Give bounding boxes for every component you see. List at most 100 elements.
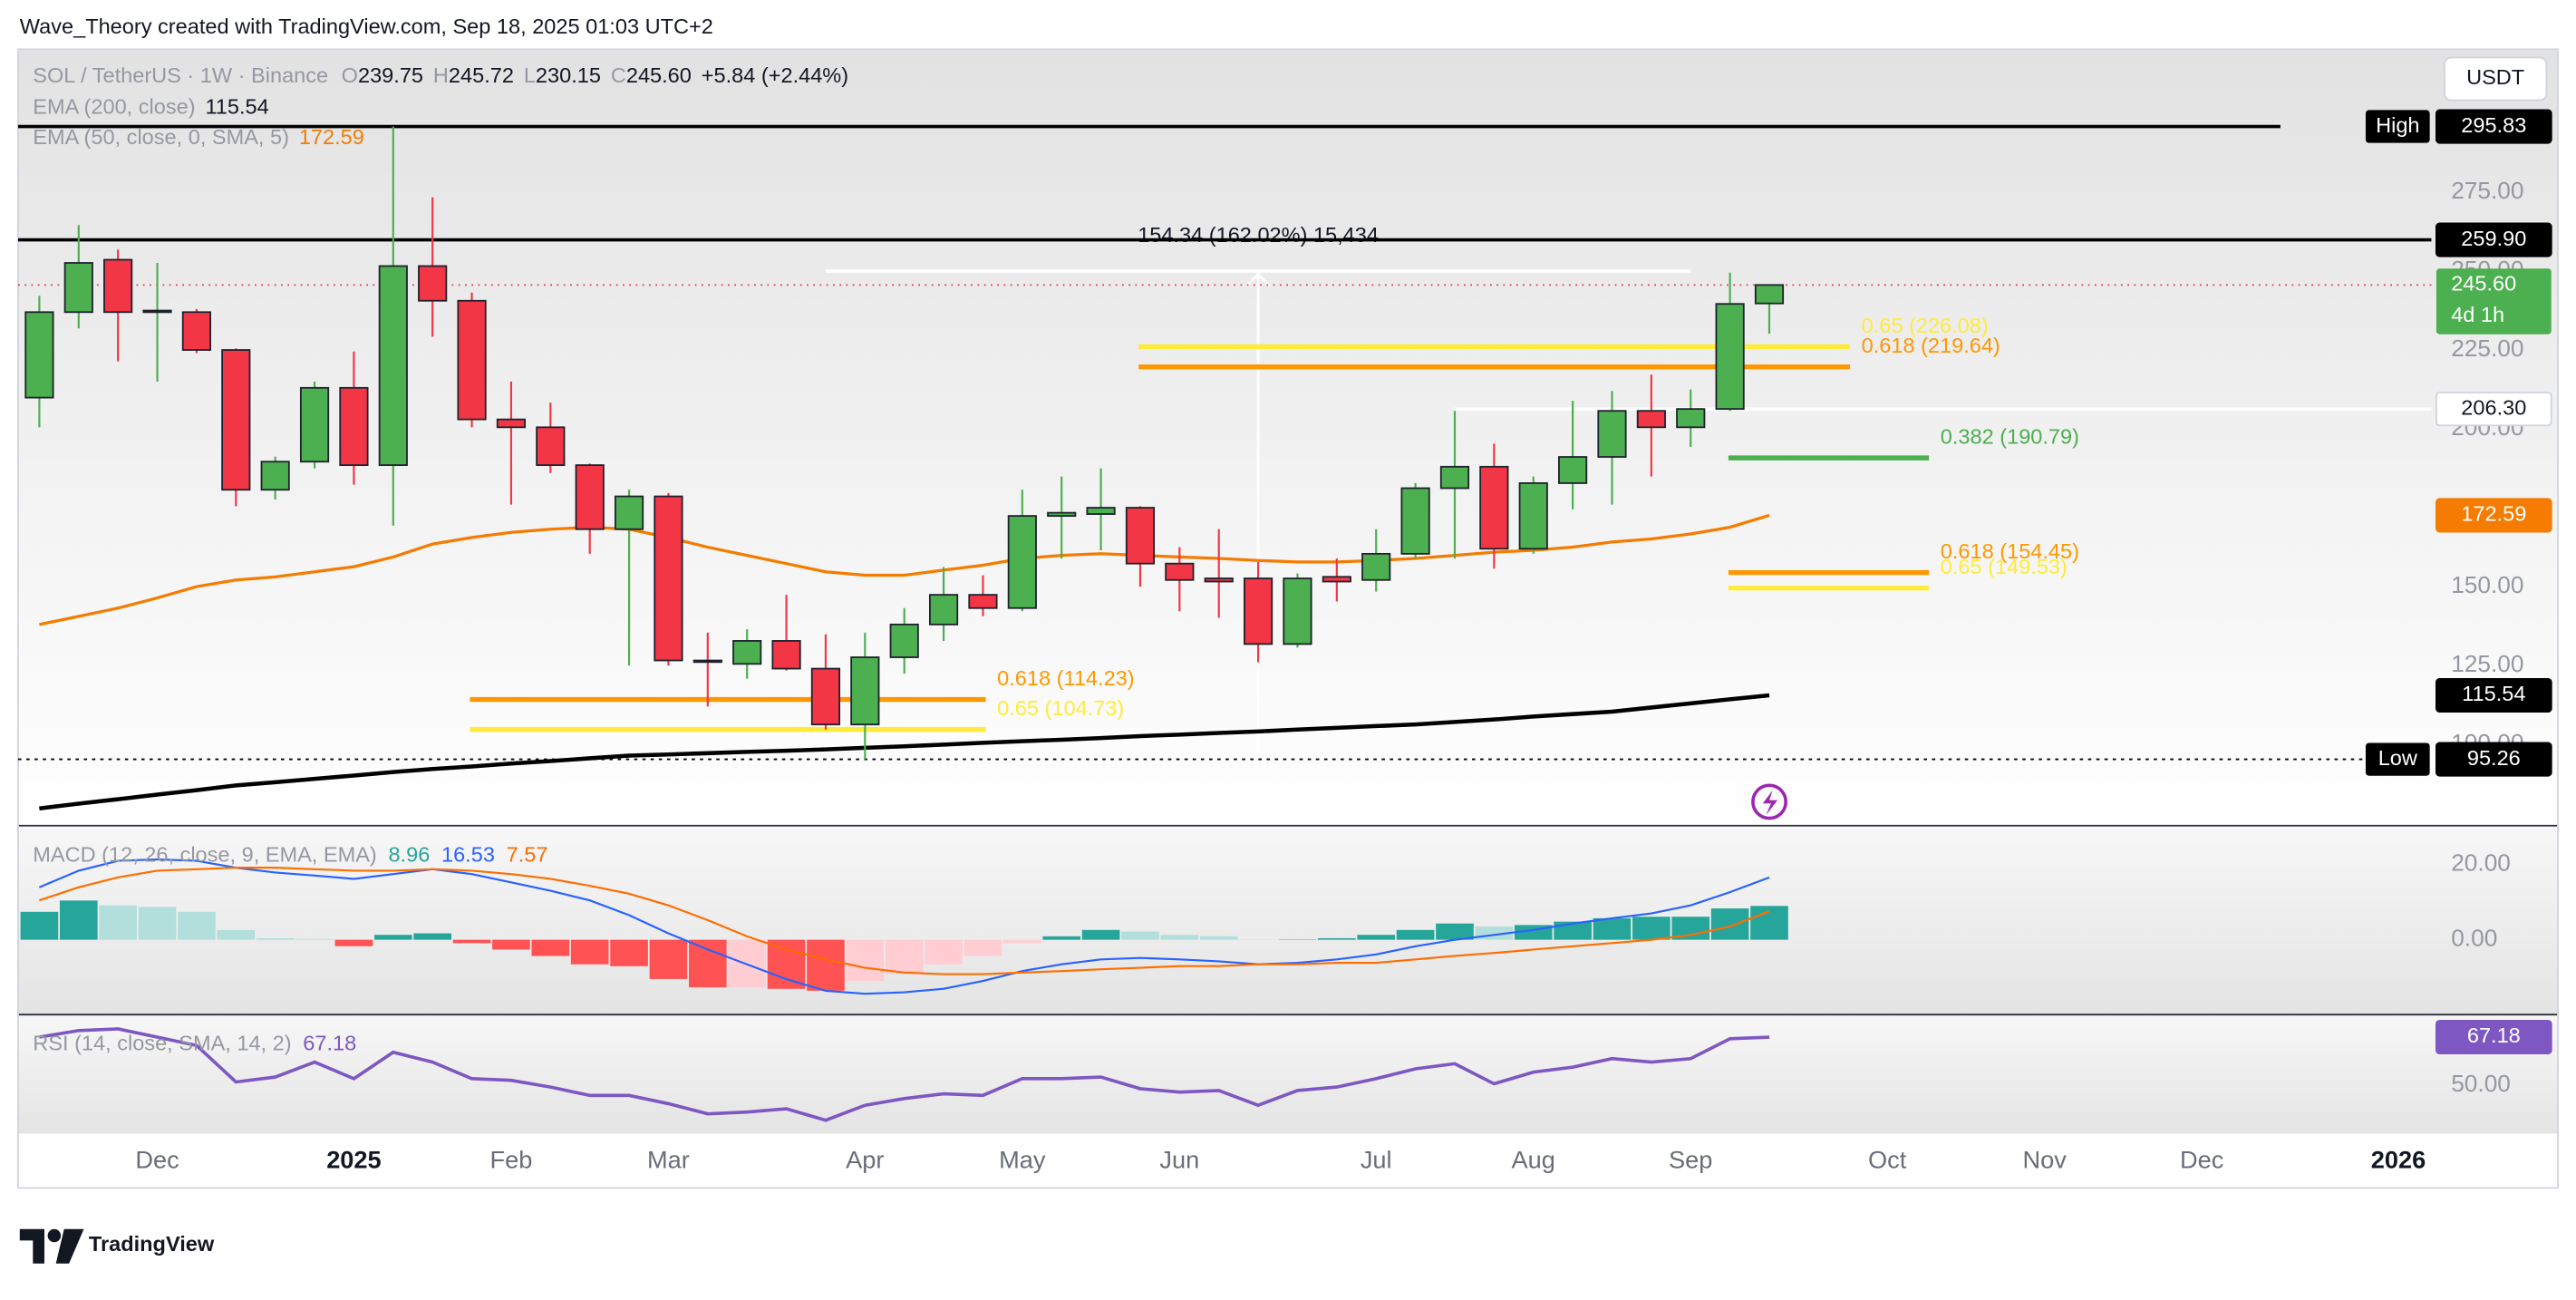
candle-body (378, 265, 408, 466)
macd-value: 8.96 (388, 842, 430, 866)
rsi-tag-bg (2435, 1019, 2552, 1055)
fib-label: 0.65 (104.73) (997, 696, 1124, 720)
histogram-bar (1160, 935, 1199, 940)
currency-button[interactable] (2444, 56, 2548, 102)
histogram-bar (1042, 936, 1081, 940)
macd-value: 7.57 (507, 842, 548, 866)
candle-body (103, 258, 133, 314)
ohlc-value: 230.15 (536, 63, 601, 87)
histogram-bar (99, 905, 137, 940)
histogram-bar (413, 933, 451, 940)
candle-body (418, 265, 448, 302)
histogram-bar (492, 939, 530, 950)
histogram-bar (964, 939, 1002, 956)
candle-body (928, 594, 959, 626)
event-icon[interactable] (1751, 783, 1787, 820)
macd-pane (17, 826, 2559, 1014)
ohlc-value: 245.72 (449, 63, 514, 87)
indicator-legend: EMA (50, close, 0, SMA, 5) 172.59 (33, 125, 364, 149)
histogram-bar (688, 939, 727, 988)
histogram-bar (334, 939, 373, 946)
candle-body (732, 640, 762, 665)
level-tag-bg (2435, 109, 2552, 144)
countdown: 4d 1h (2451, 303, 2504, 326)
y-tick-label: 150.00 (2451, 571, 2523, 598)
candle-body (692, 659, 722, 664)
x-tick-label: 2025 (326, 1146, 381, 1174)
histogram-bar (1396, 929, 1435, 940)
histogram-bar (1121, 931, 1159, 940)
candle-body (1361, 552, 1391, 581)
rsi-tag: 67.18 (2467, 1024, 2521, 1047)
candle-body (1479, 465, 1509, 550)
ema-tag: 115.54 (2462, 682, 2525, 705)
level-tag: 206.30 (2461, 395, 2526, 419)
histogram-bar (217, 929, 256, 940)
macd-line (38, 858, 1770, 995)
fib-label: 0.65 (226.08) (1862, 314, 1989, 337)
histogram-bar (1003, 939, 1041, 944)
y-tick-label: 225.00 (2451, 335, 2523, 362)
histogram-bar (531, 939, 570, 956)
level-side-tag: High (2376, 113, 2419, 137)
candle-body (889, 623, 919, 658)
candle-body (299, 386, 330, 463)
candle-body (654, 495, 683, 662)
x-tick-label: Mar (647, 1146, 690, 1174)
candle-body (260, 461, 290, 491)
level-tag-bg (2435, 392, 2552, 427)
histogram-bar (373, 935, 412, 940)
level-tag-bg (2435, 222, 2552, 257)
level-side-tag-bg (2365, 742, 2430, 776)
candle-body (1204, 577, 1234, 583)
indicator-legend: EMA (200, close) 115.54 (33, 95, 268, 119)
indicator-name: EMA (50, close, 0, SMA, 5) (33, 125, 289, 149)
ema-line (39, 693, 1770, 810)
histogram-bar (1318, 937, 1356, 940)
histogram-bar (925, 939, 963, 965)
fib-label: 0.618 (154.45) (1941, 539, 2079, 563)
histogram-bar (846, 939, 885, 982)
candle-body (496, 418, 527, 429)
logo-part (47, 1228, 62, 1243)
x-tick-label: Apr (846, 1146, 884, 1174)
histogram-bar (610, 939, 648, 966)
histogram-bar (256, 937, 295, 940)
indicator-value: 172.59 (299, 125, 364, 149)
signal-line (39, 867, 1770, 975)
level-side-tag-bg (2365, 110, 2430, 143)
indicator-value: 115.54 (205, 95, 268, 119)
macd-legend: MACD (12, 26, close, 9, EMA, EMA) 8.96 16.… (33, 842, 547, 866)
fib-label: 0.618 (219.64) (1862, 334, 2000, 357)
candle-body (1597, 410, 1627, 458)
histogram-bar (295, 938, 334, 940)
histogram-bar (570, 939, 609, 965)
candle-body (1676, 408, 1706, 429)
fib-label: 0.382 (190.79) (1941, 425, 2079, 449)
candle-body (1047, 511, 1077, 518)
logo-part (55, 1228, 84, 1264)
candle-body (1165, 562, 1195, 581)
level-tag-bg (2435, 742, 2552, 777)
histogram-bar (767, 939, 806, 989)
indicator-name: EMA (200, close) (33, 95, 195, 119)
rsi-legend: RSI (14, close, SMA, 14, 2) 67.18 (33, 1032, 356, 1055)
ohlc-letter: L (524, 63, 536, 87)
x-tick-label: Jul (1361, 1146, 1392, 1174)
candle-body (1322, 576, 1351, 583)
ohlc-value: 239.75 (358, 63, 423, 87)
currency-label: USDT (2466, 65, 2524, 89)
level-side-tag: Low (2378, 746, 2418, 770)
plot-layer: 100.00125.00150.00200.00225.00250.00275.… (17, 63, 2552, 1174)
event-icon-bolt (1762, 790, 1778, 815)
candle-body (1558, 456, 1588, 484)
histogram-bar (1750, 906, 1788, 940)
brand-logo (19, 1228, 84, 1264)
time-axis (17, 1133, 2559, 1188)
level-tag: 259.90 (2461, 227, 2526, 250)
last-price-tag: 245.60 (2451, 272, 2516, 296)
fib-label: 0.618 (114.23) (997, 666, 1134, 690)
fib-label: 0.65 (149.53) (1941, 555, 2068, 578)
candle-body (1636, 410, 1666, 429)
